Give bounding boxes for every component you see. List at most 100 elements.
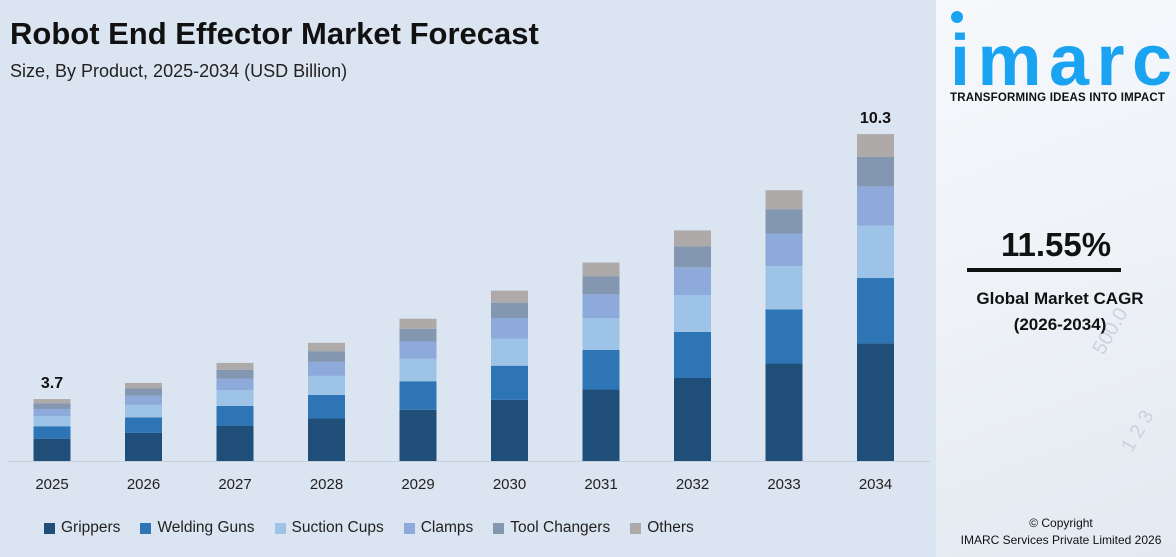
bar-segment-clamps [216, 378, 254, 391]
info-panel: 500.0 1 2 3 imarc TRANSFORMING IDEAS INT… [936, 0, 1176, 557]
bar-segment-tool-changers [674, 246, 711, 268]
bar-segment-tool-changers [491, 302, 528, 319]
legend-label: Welding Guns [157, 519, 255, 536]
bar-segment-grippers [308, 418, 345, 461]
x-tick-label: 2031 [584, 476, 617, 493]
svg-text:imarc: imarc [950, 21, 1170, 90]
bar-segment-suction-cups [216, 390, 254, 406]
legend-swatch [140, 522, 152, 534]
bar-segment-clamps [33, 408, 71, 417]
legend-label: Others [647, 519, 694, 536]
legend-swatch [493, 522, 505, 534]
bar-segment-tool-changers [582, 276, 620, 295]
bar-segment-suction-cups [857, 225, 894, 279]
legend-item: Welding Guns [140, 519, 255, 537]
bar-segment-others [674, 230, 711, 247]
bar-segment-welding-guns [308, 394, 345, 419]
legend-label: Grippers [61, 519, 121, 536]
bar-segment-others [857, 134, 894, 157]
bar-segment-grippers [857, 343, 894, 461]
bar-segment-others [399, 318, 437, 329]
bar-segment-grippers [582, 389, 620, 461]
bar-segment-others [125, 382, 162, 389]
divider [967, 268, 1121, 272]
bar-segment-others [308, 342, 345, 352]
bar-segment-clamps [674, 267, 711, 296]
brand-tagline: TRANSFORMING IDEAS INTO IMPACT [950, 92, 1166, 104]
bar-segment-welding-guns [125, 417, 162, 433]
stacked-bar-chart: 2025 3.7 2026 2027 2028 2029 2030 2031 2032 2033 2… [8, 110, 930, 493]
bar-segment-welding-guns [857, 278, 894, 344]
cagr-value: 11.55% [1000, 226, 1112, 263]
bar-segment-tool-changers [765, 209, 803, 234]
x-tick-label: 2027 [218, 476, 251, 493]
bar-segment-welding-guns [582, 349, 620, 390]
legend-swatch [403, 522, 415, 534]
bar-segment-welding-guns [491, 365, 528, 400]
bar-segment-grippers [33, 438, 71, 461]
bar-segment-others [582, 262, 620, 277]
legend: Grippers Welding Guns Suction Cups Clamps To… [44, 519, 714, 537]
bar-segment-clamps [308, 361, 345, 376]
x-tick-label: 2028 [310, 476, 343, 493]
bar-segment-welding-guns [399, 381, 437, 410]
x-tick-label: 2033 [767, 476, 800, 493]
bar-segment-tool-changers [33, 403, 71, 409]
bar-segment-clamps [582, 294, 620, 319]
bar-segment-welding-guns [33, 426, 71, 439]
imarc-logo: imarc [950, 11, 1170, 90]
bar-segment-suction-cups [765, 266, 803, 310]
x-tick-label: 2025 [35, 476, 68, 493]
cagr-label: Global Market CAGR (2026-2034) [936, 286, 1176, 338]
bar-segment-clamps [765, 233, 803, 267]
legend-item: Others [630, 519, 694, 537]
copyright-line: © Copyright [1029, 516, 1093, 530]
legend-item: Suction Cups [274, 519, 384, 537]
x-tick-label: 2030 [493, 476, 526, 493]
x-tick-label: 2034 [859, 476, 892, 493]
total-label: 3.7 [41, 375, 63, 392]
legend-item: Grippers [44, 519, 120, 537]
cagr-label-text: Global Market CAGR [976, 289, 1144, 308]
x-tick-label: 2032 [676, 476, 709, 493]
bar-segment-others [765, 190, 803, 210]
copyright-owner: IMARC Services Private Limited 2026 [960, 533, 1162, 547]
legend-label: Tool Changers [510, 519, 611, 536]
bar-segment-grippers [125, 432, 162, 461]
bar-segment-suction-cups [582, 318, 620, 350]
bar-segment-clamps [857, 186, 894, 226]
bar-segment-clamps [125, 395, 162, 405]
bar-segment-clamps [399, 341, 437, 359]
bar-segment-suction-cups [491, 338, 528, 366]
bar-segment-others [216, 362, 254, 370]
legend-swatch [44, 522, 55, 534]
bar-segment-suction-cups [33, 416, 71, 427]
bar-segment-others [491, 290, 528, 303]
bar-segment-tool-changers [399, 328, 437, 342]
bar-segment-clamps [491, 318, 528, 339]
bar-segment-grippers [765, 363, 803, 461]
legend-item: Clamps [403, 519, 474, 537]
bar-segment-grippers [674, 378, 711, 461]
copyright: © Copyright IMARC Services Private Limit… [936, 515, 1176, 549]
chart-panel: Robot End Effector Market Forecast Size,… [8, 16, 930, 537]
chart-title: Robot End Effector Market Forecast [10, 16, 539, 51]
total-label: 10.3 [860, 110, 891, 127]
bar-segment-grippers [491, 399, 528, 461]
chart-subtitle: Size, By Product, 2025-2034 (USD Billion… [10, 61, 348, 81]
legend-item: Tool Changers [493, 519, 610, 537]
bar-segment-suction-cups [308, 375, 345, 395]
legend-label: Clamps [420, 519, 474, 536]
bar-segment-tool-changers [308, 351, 345, 362]
legend-swatch [630, 522, 642, 534]
bar-segment-welding-guns [674, 331, 711, 379]
decor-number: 1 2 3 [1117, 406, 1159, 457]
bar-segment-tool-changers [216, 369, 254, 379]
x-tick-label: 2029 [401, 476, 434, 493]
legend-label: Suction Cups [291, 519, 384, 536]
bar-segment-welding-guns [765, 309, 803, 364]
bar-segment-suction-cups [674, 295, 711, 332]
bar-segment-tool-changers [125, 388, 162, 396]
bar-segment-suction-cups [399, 358, 437, 382]
bar-segment-grippers [399, 409, 437, 461]
